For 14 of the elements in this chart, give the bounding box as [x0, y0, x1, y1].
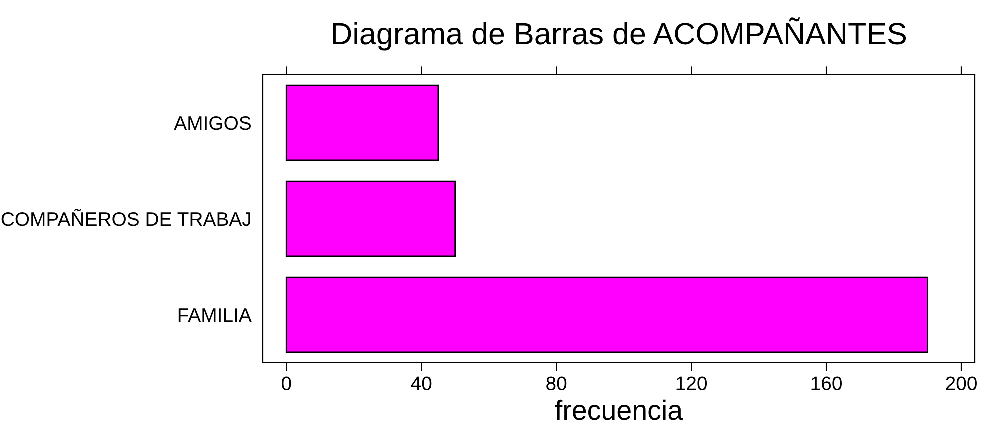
- x-tick-label: 200: [946, 376, 977, 390]
- y-tick-label: FAMILIA: [178, 308, 252, 322]
- bar: [286, 84, 440, 162]
- x-tick-label: 120: [676, 376, 708, 390]
- x-axis-title: frecuencia: [555, 400, 684, 420]
- x-tick-label: 160: [812, 376, 842, 390]
- bar: [286, 180, 456, 258]
- x-tick-label: 80: [546, 376, 567, 390]
- y-tick-label: AMIGOS: [174, 116, 251, 130]
- chart-title: Diagrama de Barras de ACOMPAÑANTES: [333, 18, 906, 51]
- bar: [286, 276, 928, 354]
- x-tick-label: 0: [282, 376, 292, 390]
- y-tick-label: COMPAÑEROS DE TRABAJ: [2, 208, 250, 226]
- x-tick-label: 40: [411, 376, 432, 390]
